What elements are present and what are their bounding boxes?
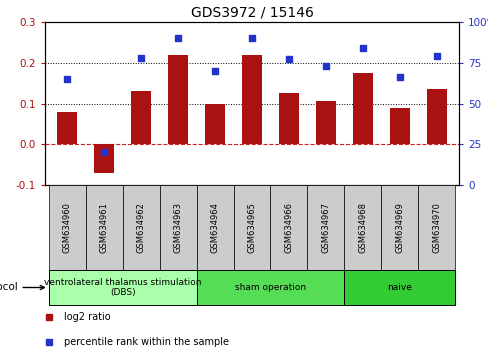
- Bar: [389, 108, 409, 144]
- Point: [63, 76, 71, 82]
- Title: GDS3972 / 15146: GDS3972 / 15146: [190, 5, 313, 19]
- Bar: [49, 185, 85, 270]
- Bar: [270, 185, 307, 270]
- Bar: [426, 89, 446, 144]
- Point: [211, 68, 219, 74]
- Text: log2 ratio: log2 ratio: [63, 312, 110, 322]
- Bar: [233, 185, 270, 270]
- Text: ventrolateral thalamus stimulation
(DBS): ventrolateral thalamus stimulation (DBS): [44, 278, 201, 297]
- Text: GSM634964: GSM634964: [210, 202, 219, 253]
- Point: [100, 150, 108, 155]
- Bar: [352, 73, 372, 144]
- Point: [358, 45, 366, 51]
- Text: GSM634961: GSM634961: [100, 202, 108, 253]
- Bar: [278, 93, 299, 144]
- Text: GSM634967: GSM634967: [321, 202, 330, 253]
- Bar: [242, 55, 262, 144]
- Point: [285, 57, 292, 62]
- Bar: [344, 270, 454, 305]
- Point: [247, 35, 255, 41]
- Bar: [57, 112, 77, 144]
- Text: GSM634968: GSM634968: [358, 202, 366, 253]
- Bar: [131, 91, 151, 144]
- Point: [432, 53, 440, 59]
- Text: protocol: protocol: [0, 282, 44, 292]
- Text: naive: naive: [386, 283, 411, 292]
- Bar: [159, 185, 196, 270]
- Bar: [315, 102, 335, 144]
- Point: [322, 63, 329, 69]
- Bar: [49, 270, 196, 305]
- Bar: [196, 185, 233, 270]
- Text: GSM634962: GSM634962: [136, 202, 145, 253]
- Text: GSM634966: GSM634966: [284, 202, 293, 253]
- Bar: [204, 103, 225, 144]
- Text: GSM634963: GSM634963: [173, 202, 182, 253]
- Point: [395, 75, 403, 80]
- Point: [137, 55, 145, 61]
- Bar: [381, 185, 417, 270]
- Bar: [85, 185, 122, 270]
- Bar: [417, 185, 454, 270]
- Bar: [344, 185, 381, 270]
- Text: GSM634969: GSM634969: [395, 202, 404, 253]
- Bar: [122, 185, 159, 270]
- Bar: [94, 144, 114, 173]
- Point: [174, 35, 182, 41]
- Bar: [167, 55, 188, 144]
- Text: GSM634970: GSM634970: [431, 202, 440, 253]
- Bar: [196, 270, 344, 305]
- Text: percentile rank within the sample: percentile rank within the sample: [63, 337, 228, 347]
- Bar: [307, 185, 344, 270]
- Text: sham operation: sham operation: [234, 283, 305, 292]
- Text: GSM634960: GSM634960: [62, 202, 72, 253]
- Text: GSM634965: GSM634965: [247, 202, 256, 253]
